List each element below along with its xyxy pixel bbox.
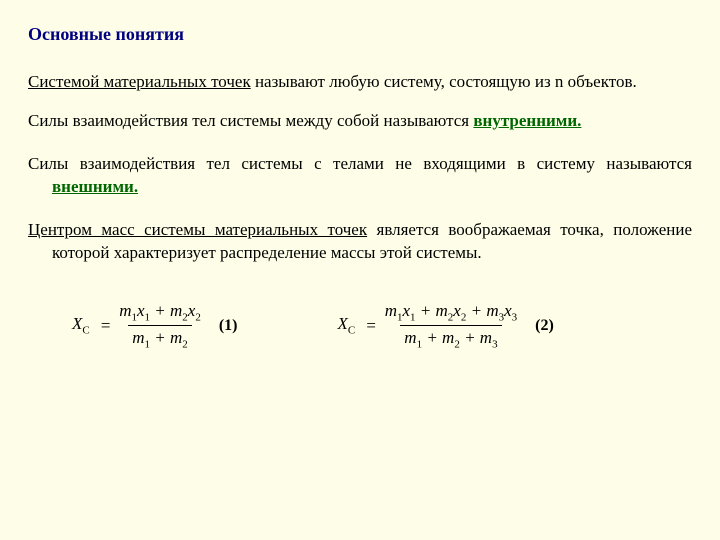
text-internal-a: Силы взаимодействия тел системы между со… — [28, 111, 473, 130]
formula-1-fraction: m1x1 + m2x2 m1 + m2 — [115, 301, 205, 351]
formula-2-label: (2) — [535, 317, 554, 335]
formula-2-numerator: m1x1 + m2x2 + m3x3 — [381, 301, 521, 325]
formula-2-lhs: XC — [338, 314, 356, 336]
text-system-rest: называют любую систему, состоящую из n о… — [251, 72, 637, 91]
term-center-of-mass: Центром масс системы материальных точек — [28, 220, 367, 239]
formula-2-fraction: m1x1 + m2x2 + m3x3 m1 + m2 + m3 — [381, 301, 521, 351]
equals-sign: = — [365, 316, 376, 336]
formula-1-sub: C — [82, 325, 89, 337]
formula-1-denominator: m1 + m2 — [128, 325, 192, 350]
formula-2-denominator: m1 + m2 + m3 — [400, 325, 501, 350]
formula-2: XC = m1x1 + m2x2 + m3x3 m1 + m2 + m3 (2) — [338, 301, 554, 351]
term-system: Системой материальных точек — [28, 72, 251, 91]
equals-sign: = — [100, 316, 111, 336]
paragraph-system: Системой материальных точек называют люб… — [28, 71, 692, 94]
page-title: Основные понятия — [28, 24, 692, 45]
formula-1-numerator: m1x1 + m2x2 — [115, 301, 205, 325]
paragraph-external: Силы взаимодействия тел системы с телами… — [28, 153, 692, 199]
formula-2-var: X — [338, 314, 348, 333]
formula-1-var: X — [72, 314, 82, 333]
formula-row: XC = m1x1 + m2x2 m1 + m2 (1) XC = m1x1 +… — [28, 301, 692, 351]
formula-2-sub: C — [348, 325, 355, 337]
term-external: внешними. — [52, 177, 138, 196]
text-external-a: Силы взаимодействия тел системы с телами… — [28, 154, 692, 173]
formula-1: XC = m1x1 + m2x2 m1 + m2 (1) — [72, 301, 238, 351]
term-internal: внутренними. — [473, 111, 581, 130]
formula-1-lhs: XC — [72, 314, 90, 336]
formula-1-label: (1) — [219, 317, 238, 335]
paragraph-internal: Силы взаимодействия тел системы между со… — [28, 110, 692, 133]
paragraph-center-of-mass: Центром масс системы материальных точек … — [28, 219, 692, 265]
